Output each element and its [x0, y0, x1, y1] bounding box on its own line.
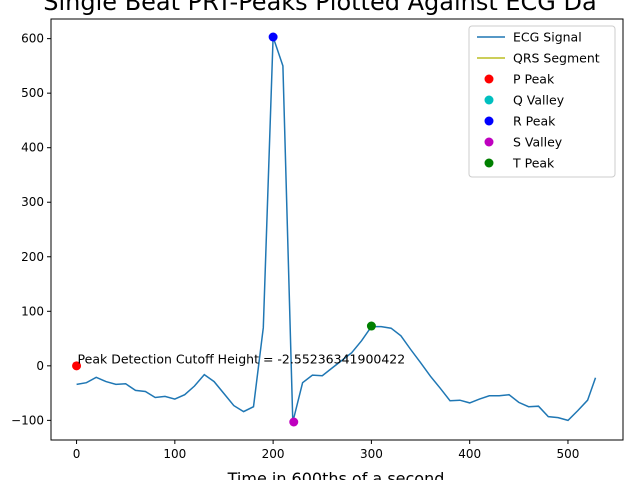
marker-p-peak: [72, 361, 82, 371]
marker-r-peak: [268, 32, 278, 42]
y-tick-label: 200: [21, 250, 44, 264]
plot-frame: [50, 18, 624, 441]
cutoff-annotation: Peak Detection Cutoff Height = -2.552363…: [78, 352, 406, 367]
marker-t-peak: [366, 321, 376, 331]
plot-area: [72, 32, 597, 427]
x-tick-label: 300: [360, 447, 383, 461]
legend-label-t-peak: T Peak: [512, 156, 555, 171]
legend-swatch-s-valley: [484, 137, 494, 147]
x-axis-label: Time in 600ths of a second: [227, 469, 445, 480]
x-tick-label: 500: [557, 447, 580, 461]
x-tick-label: 100: [163, 447, 186, 461]
legend-label-q-valley: Q Valley: [513, 93, 565, 108]
legend: ECG Signal QRS Segment P Peak Q Valley R Pea…: [468, 25, 616, 178]
legend-box: [468, 25, 616, 178]
y-tick-label: 100: [21, 304, 44, 318]
axis-ticks: 0 100 200 300 400 500 −100 0 100 200 300 400 500 600: [11, 32, 579, 461]
y-tick-label: 400: [21, 141, 44, 155]
legend-swatch-q-valley: [484, 95, 494, 105]
legend-swatch-t-peak: [484, 158, 494, 168]
legend-label-qrs-segment: QRS Segment: [513, 51, 600, 66]
x-tick-label: 0: [73, 447, 81, 461]
y-tick-label: 300: [21, 195, 44, 209]
legend-label-s-valley: S Valley: [513, 135, 563, 150]
chart-title: Single Beat PRT-Peaks Plotted Against EC…: [43, 0, 596, 16]
x-tick-label: 400: [458, 447, 481, 461]
legend-label-ecg-signal: ECG Signal: [513, 30, 582, 45]
marker-s-valley: [289, 417, 299, 427]
y-tick-label: 0: [36, 359, 44, 373]
legend-swatch-r-peak: [484, 116, 494, 126]
legend-swatch-p-peak: [484, 74, 494, 84]
legend-label-r-peak: R Peak: [513, 114, 556, 129]
y-tick-label: 600: [21, 32, 44, 46]
legend-label-p-peak: P Peak: [513, 72, 555, 87]
y-tick-label: −100: [11, 413, 44, 427]
x-tick-label: 200: [262, 447, 285, 461]
series-line-ecg-signal: [76, 36, 597, 423]
y-tick-label: 500: [21, 86, 44, 100]
